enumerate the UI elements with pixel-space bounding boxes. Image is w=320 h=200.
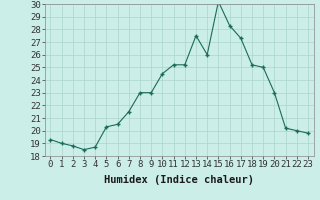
X-axis label: Humidex (Indice chaleur): Humidex (Indice chaleur) [104,175,254,185]
